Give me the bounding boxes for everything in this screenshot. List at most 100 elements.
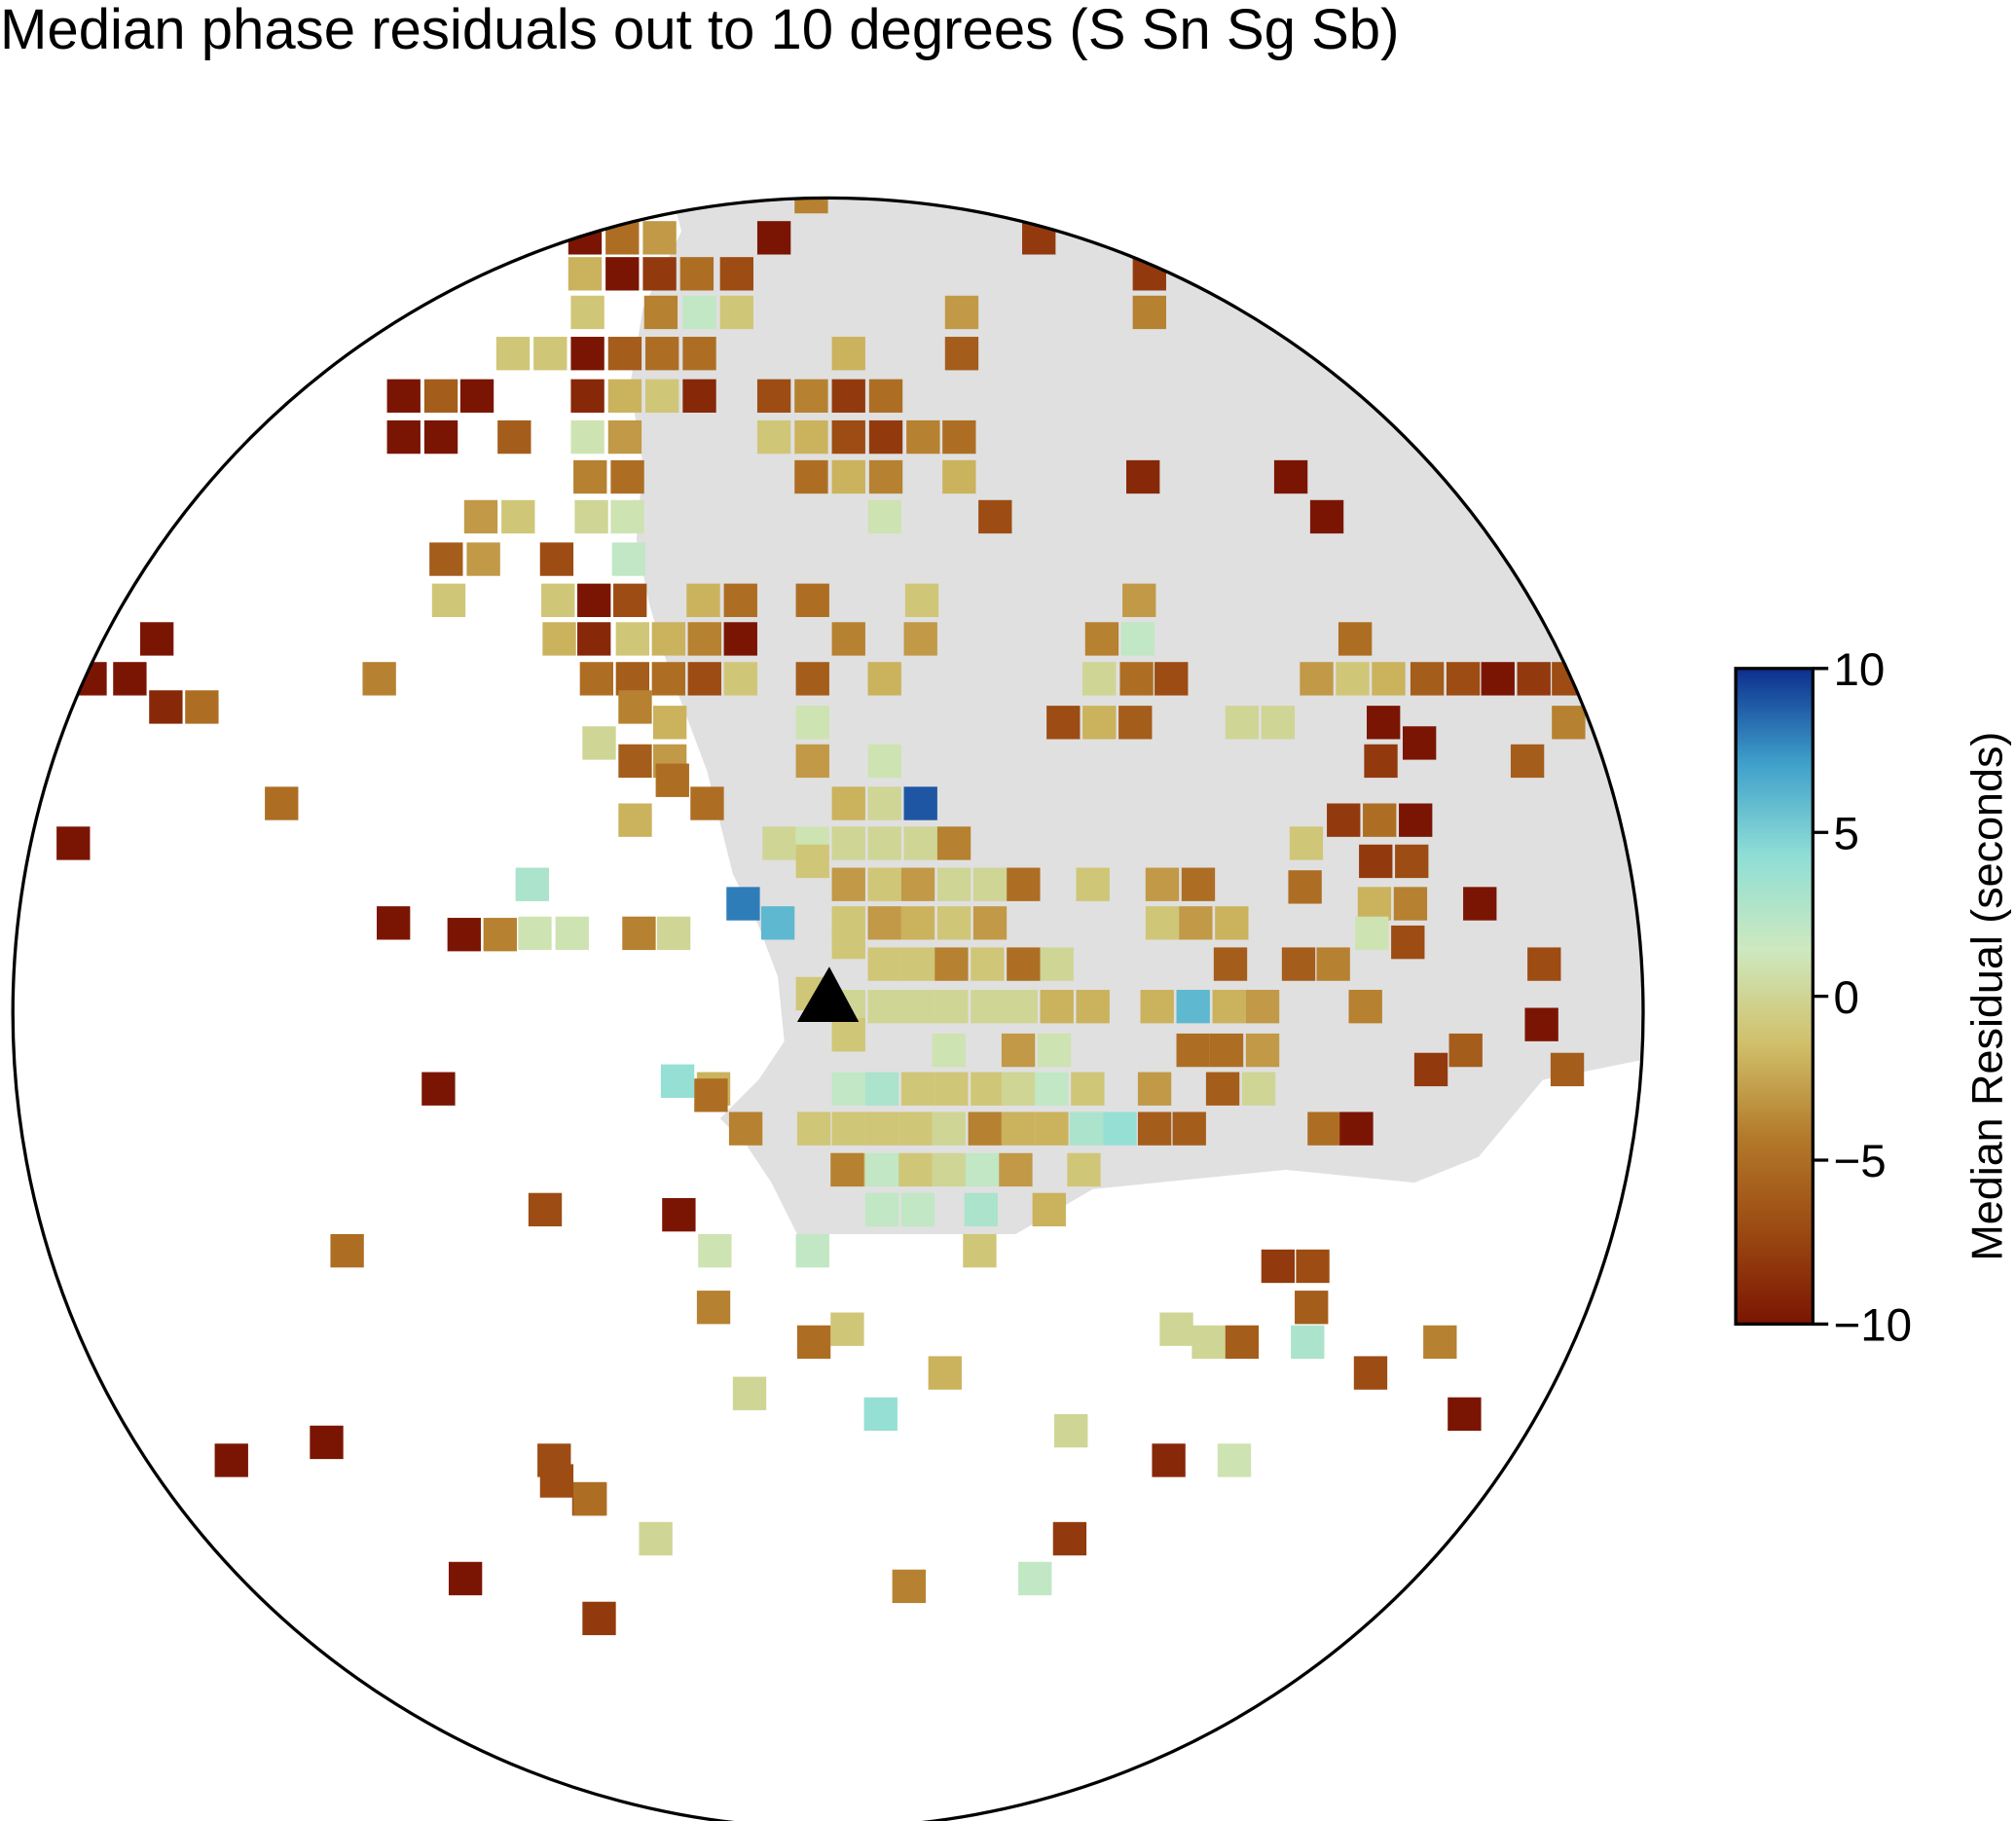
residual-cell xyxy=(1410,662,1445,696)
residual-cell xyxy=(1152,1443,1186,1477)
residual-cell xyxy=(615,662,650,696)
residual-cell xyxy=(935,990,969,1024)
residual-cell xyxy=(1448,1033,1483,1068)
residual-cell xyxy=(867,906,901,940)
residual-cell xyxy=(497,419,531,455)
residual-cell xyxy=(756,419,791,455)
residual-cell xyxy=(1357,887,1392,921)
residual-cell xyxy=(607,379,642,413)
residual-cell xyxy=(1054,1413,1088,1448)
residual-cell xyxy=(1355,916,1389,951)
residual-cell xyxy=(376,906,411,940)
residual-cell xyxy=(639,1521,673,1556)
residual-cell xyxy=(903,622,937,656)
residual-cell xyxy=(1191,1325,1226,1360)
residual-cell xyxy=(1393,887,1428,921)
residual-cell xyxy=(1172,1111,1206,1146)
residual-cell xyxy=(613,583,647,617)
residual-cell xyxy=(518,916,552,951)
residual-cell xyxy=(719,257,753,291)
residual-cell xyxy=(682,337,716,371)
residual-cell xyxy=(651,662,685,696)
residual-cell xyxy=(214,1443,248,1477)
residual-cell xyxy=(972,906,1008,940)
residual-cell xyxy=(831,1111,865,1146)
residual-cell xyxy=(867,947,901,981)
residual-cell xyxy=(942,459,976,494)
residual-cell xyxy=(656,916,691,951)
residual-cell xyxy=(1132,257,1166,291)
residual-cell xyxy=(1137,1072,1172,1106)
residual-cell xyxy=(868,459,903,494)
residual-cell xyxy=(423,419,458,455)
residual-cell xyxy=(795,744,829,779)
residual-cell xyxy=(796,1111,831,1146)
colorbar-tick-label: 0 xyxy=(1833,972,1858,1024)
residual-cell xyxy=(903,786,937,820)
residual-cell xyxy=(1552,662,1586,696)
residual-cell xyxy=(542,622,576,656)
colorbar-tick-label: 10 xyxy=(1833,644,1885,696)
residual-cell xyxy=(1120,622,1155,656)
residual-cell xyxy=(1035,1111,1069,1146)
residual-cell xyxy=(1018,1561,1052,1596)
residual-cell xyxy=(573,1481,607,1516)
residual-cell xyxy=(1076,990,1110,1024)
residual-cell xyxy=(831,419,865,455)
residual-cell xyxy=(1353,1356,1388,1390)
residual-cell xyxy=(1001,1033,1036,1068)
residual-cell xyxy=(1510,744,1545,779)
residual-cell xyxy=(831,1072,865,1106)
residual-cell xyxy=(723,583,757,617)
residual-cell xyxy=(1213,947,1248,981)
residual-cell xyxy=(1140,990,1174,1024)
residual-cell xyxy=(422,1072,456,1106)
residual-cell xyxy=(900,1072,935,1106)
map-frame xyxy=(11,197,1645,1821)
residual-cell xyxy=(1245,1033,1280,1068)
residual-cell xyxy=(431,583,466,617)
residual-cell xyxy=(936,906,971,940)
residual-cell xyxy=(1067,1152,1101,1187)
residual-cell xyxy=(1145,867,1180,901)
residual-cell xyxy=(1137,1111,1172,1146)
residual-cell xyxy=(1052,1521,1087,1556)
residual-cell xyxy=(900,990,935,1024)
residual-cell xyxy=(831,925,865,960)
residual-cell xyxy=(1179,906,1213,940)
residual-cell xyxy=(1363,803,1397,837)
residual-cell xyxy=(794,459,828,494)
residual-cell xyxy=(1082,662,1117,696)
residual-cell xyxy=(570,295,605,330)
residual-cell xyxy=(1261,1249,1296,1284)
residual-cell xyxy=(56,826,91,860)
residual-cell xyxy=(577,583,611,617)
residual-cell xyxy=(867,499,901,534)
residual-cell xyxy=(1071,1072,1105,1106)
residual-cell xyxy=(582,1601,616,1636)
residual-cell xyxy=(423,379,458,413)
residual-cell xyxy=(795,1233,829,1268)
residual-cell xyxy=(942,419,976,455)
residual-cell xyxy=(867,744,901,779)
residual-cell xyxy=(265,786,299,820)
residual-cell xyxy=(867,662,901,696)
residual-cell xyxy=(698,1233,732,1268)
residual-cell xyxy=(864,1111,899,1146)
residual-cell xyxy=(1069,1111,1104,1146)
residual-cell xyxy=(1359,844,1393,879)
residual-cell xyxy=(795,706,829,740)
residual-cell xyxy=(643,295,678,330)
residual-cell xyxy=(690,786,724,820)
residual-cell xyxy=(1413,1052,1448,1087)
residual-cell xyxy=(723,662,757,696)
residual-cell xyxy=(687,622,721,656)
residual-cell xyxy=(795,844,829,879)
residual-cell xyxy=(963,1233,997,1268)
residual-cell xyxy=(615,622,650,656)
residual-cell xyxy=(645,379,679,413)
residual-cell xyxy=(1448,1397,1482,1432)
residual-cell xyxy=(1309,499,1344,534)
residual-cell xyxy=(1391,925,1425,960)
